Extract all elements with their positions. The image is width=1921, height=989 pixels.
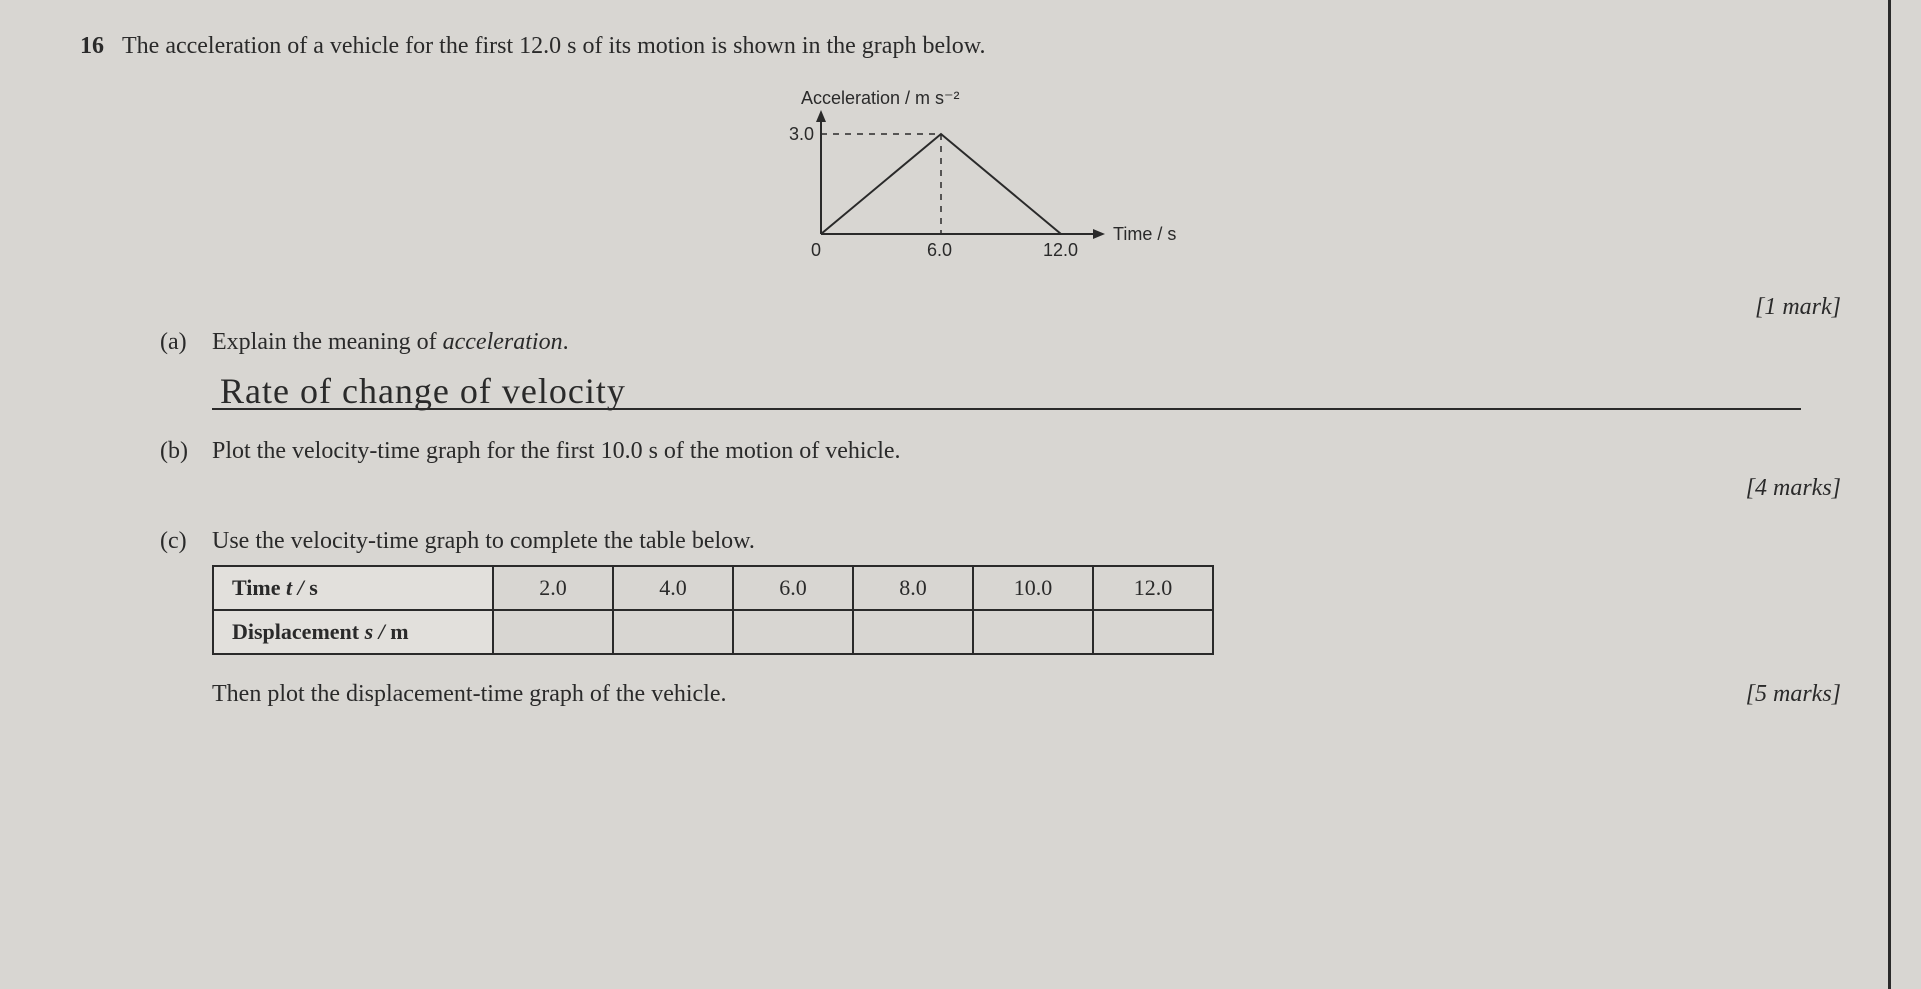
part-a-label: (a) [160, 329, 198, 356]
x-axis-label: Time / s [1113, 224, 1176, 244]
part-a-marks: [1 mark] [80, 294, 1841, 321]
displacement-table: Time t / s 2.0 4.0 6.0 8.0 10.0 12.0 Dis… [212, 565, 1841, 655]
y-axis-arrow-icon [816, 110, 826, 122]
part-c-text: Use the velocity-time graph to complete … [212, 528, 755, 555]
row2-before: Displacement [232, 619, 365, 644]
x-tick-12: 12.0 [1043, 240, 1078, 260]
part-c-then: Then plot the displacement-time graph of… [212, 681, 727, 708]
part-a-italic: acceleration [443, 329, 563, 355]
part-a-text: Explain the meaning of acceleration. [212, 329, 569, 356]
x-tick-6: 6.0 [927, 240, 952, 260]
part-a-text-after: . [563, 329, 569, 355]
row2-italic: s / [365, 619, 391, 644]
time-cell-4: 10.0 [973, 566, 1093, 610]
graph-svg: Acceleration / m s⁻² 3.0 0 6.0 12.0 Time… [721, 84, 1201, 274]
y-axis-label: Acceleration / m s⁻² [801, 88, 960, 108]
row-header-time: Time t / s [213, 566, 493, 610]
table-row-displacement: Displacement s / m [213, 610, 1213, 654]
part-a: (a) Explain the meaning of acceleration. [80, 329, 1841, 356]
question-header: 16 The acceleration of a vehicle for the… [80, 30, 1841, 64]
part-b-marks: [4 marks] [80, 475, 1841, 502]
time-cell-3: 8.0 [853, 566, 973, 610]
disp-cell-5 [1093, 610, 1213, 654]
part-c-bottom: Then plot the displacement-time graph of… [80, 671, 1841, 708]
row1-before: Time [232, 575, 286, 600]
x-axis-arrow-icon [1093, 229, 1105, 239]
part-c: (c) Use the velocity-time graph to compl… [80, 528, 1841, 555]
part-b-text: Plot the velocity-time graph for the fir… [212, 438, 901, 465]
part-a-text-before: Explain the meaning of [212, 329, 443, 355]
disp-cell-1 [613, 610, 733, 654]
part-c-label: (c) [160, 528, 198, 555]
disp-cell-3 [853, 610, 973, 654]
time-cell-5: 12.0 [1093, 566, 1213, 610]
handwritten-answer: Rate of change of velocity [220, 370, 626, 412]
row-header-displacement: Displacement s / m [213, 610, 493, 654]
disp-cell-0 [493, 610, 613, 654]
row1-italic: t / [286, 575, 309, 600]
time-cell-0: 2.0 [493, 566, 613, 610]
question-prompt: The acceleration of a vehicle for the fi… [122, 30, 986, 64]
page-right-border [1888, 0, 1891, 989]
row1-after: s [309, 575, 318, 600]
row2-after: m [390, 619, 408, 644]
accel-time-graph: Acceleration / m s⁻² 3.0 0 6.0 12.0 Time… [80, 84, 1841, 274]
part-a-answer-line: Rate of change of velocity [212, 366, 1801, 410]
time-cell-2: 6.0 [733, 566, 853, 610]
part-b: (b) Plot the velocity-time graph for the… [80, 438, 1841, 465]
time-cell-1: 4.0 [613, 566, 733, 610]
part-c-marks: [5 marks] [1746, 681, 1841, 708]
table: Time t / s 2.0 4.0 6.0 8.0 10.0 12.0 Dis… [212, 565, 1214, 655]
question-number: 16 [80, 33, 104, 60]
x-tick-0: 0 [811, 240, 821, 260]
disp-cell-4 [973, 610, 1093, 654]
disp-cell-2 [733, 610, 853, 654]
part-b-label: (b) [160, 438, 198, 465]
table-row-time: Time t / s 2.0 4.0 6.0 8.0 10.0 12.0 [213, 566, 1213, 610]
y-tick-3: 3.0 [789, 124, 814, 144]
